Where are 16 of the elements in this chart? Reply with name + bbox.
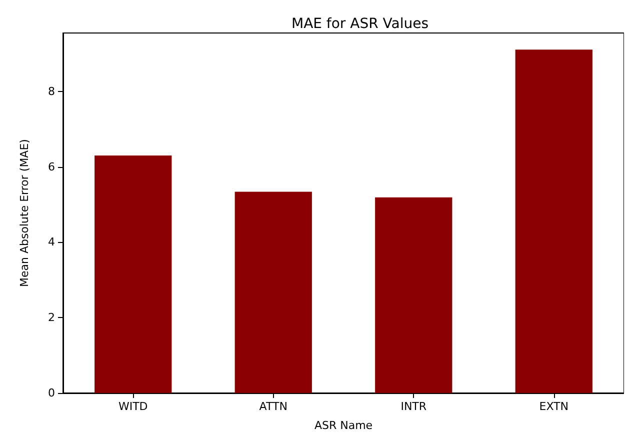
- y-tick-label: 0: [48, 386, 55, 400]
- x-tick-label: WITD: [118, 400, 148, 413]
- x-axis-title: ASR Name: [314, 419, 373, 432]
- bar: [515, 50, 592, 393]
- x-tick-label: EXTN: [539, 400, 568, 413]
- chart-title: MAE for ASR Values: [291, 16, 429, 32]
- y-tick-label: 2: [48, 311, 55, 324]
- bar: [94, 156, 172, 393]
- y-tick-label: 8: [48, 84, 55, 98]
- y-tick-label: 6: [48, 160, 55, 174]
- y-axis-title: Mean Absolute Error (MAE): [18, 139, 31, 287]
- x-tick-label: ATTN: [259, 400, 288, 413]
- x-tick-label: INTR: [400, 400, 427, 413]
- y-tick-label: 4: [48, 236, 55, 249]
- bar: [234, 192, 312, 393]
- bar: [375, 197, 452, 393]
